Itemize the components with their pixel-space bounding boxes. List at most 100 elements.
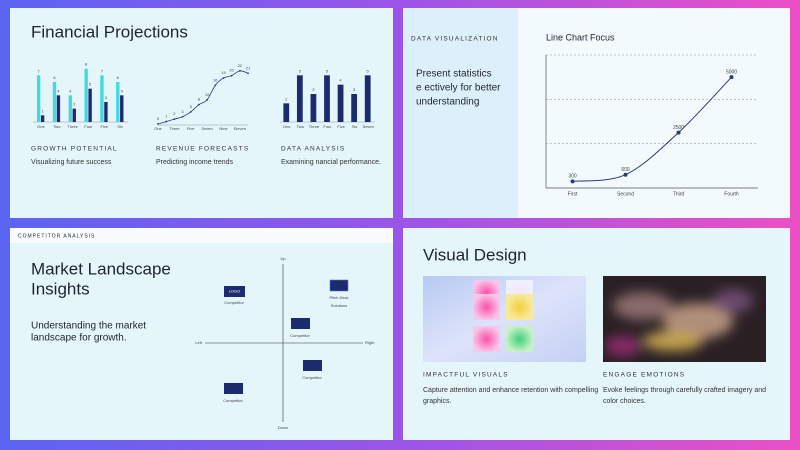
panel-text: Examining nancial performance. <box>281 159 381 166</box>
card-text: color choices. <box>603 398 646 405</box>
bar <box>296 75 303 122</box>
competitor-box <box>291 318 310 329</box>
x-tick-label: Three <box>309 124 320 129</box>
x-tick-label: Four <box>84 124 93 129</box>
slide-title: Market Landscape <box>31 259 171 278</box>
value-label: 20 <box>229 68 234 73</box>
x-tick-label: Four <box>323 124 332 129</box>
side-panel <box>403 8 518 218</box>
card-heading: ENGAGE EMOTIONS <box>603 372 685 379</box>
value-label: 7 <box>101 68 104 73</box>
value-label: 3 <box>312 87 315 92</box>
card-text: Evoke feelings through carefully crafted… <box>603 387 766 394</box>
point <box>222 77 225 79</box>
item-label: Competitor <box>290 333 310 338</box>
value-label: 5 <box>326 68 329 73</box>
point <box>157 123 159 125</box>
image <box>423 276 586 362</box>
value-label: 3 <box>105 95 108 100</box>
x-tick-label: Five <box>100 124 108 129</box>
value-label: 4 <box>57 88 60 93</box>
value-label: 22 <box>238 63 243 68</box>
value-label: 5 <box>190 104 193 109</box>
slide-title: Financial Projections <box>31 22 188 41</box>
x-tick-label: One <box>283 124 291 129</box>
x-tick-label: Nine <box>219 126 228 131</box>
value-label: 6 <box>53 75 56 80</box>
x-tick-label: One <box>154 126 162 131</box>
value-label: 8 <box>198 97 201 102</box>
point <box>198 103 200 106</box>
competitor-box <box>329 279 349 292</box>
card-text: graphics. <box>423 398 451 405</box>
axis-label: Right <box>365 340 375 345</box>
header-bar <box>10 228 393 243</box>
value-label: 6 <box>117 75 120 80</box>
item-label: Competitor <box>302 375 322 380</box>
x-tick-label: Five <box>337 124 345 129</box>
competitor-box <box>303 360 322 371</box>
value-label: 10 <box>205 92 210 97</box>
value-label: 3 <box>353 87 356 92</box>
x-tick-label: Seven <box>363 124 374 129</box>
value-label: 5 <box>367 68 370 73</box>
point <box>189 111 192 113</box>
slide-text: e ectively for better <box>416 83 501 94</box>
point <box>173 118 176 121</box>
tile <box>506 326 533 352</box>
logo-text: LOGO <box>229 289 241 294</box>
value-label: 2 <box>173 111 176 116</box>
bar <box>36 75 41 122</box>
tile <box>473 326 500 352</box>
panel-text: Visualizing future success <box>31 159 112 166</box>
value-label: 2 <box>73 102 76 107</box>
item-label: Competitor <box>223 398 243 403</box>
value-label: 5 <box>299 68 302 73</box>
bar <box>104 102 108 122</box>
x-tick-label: Three <box>169 126 180 131</box>
x-tick-label: Five <box>187 126 195 131</box>
line <box>572 76 732 182</box>
bar <box>364 75 371 122</box>
bar <box>56 95 61 122</box>
bar <box>283 103 290 122</box>
bar <box>120 95 124 122</box>
point <box>247 72 249 75</box>
x-tick-label: Six <box>352 124 358 129</box>
slide-text: landscape for growth. <box>31 333 127 344</box>
value-label: 7 <box>38 68 41 73</box>
x-tick-label: Second <box>617 191 634 197</box>
point <box>676 130 681 135</box>
bar <box>52 82 57 122</box>
x-tick-label: Third <box>673 191 685 197</box>
bar <box>40 115 45 122</box>
image-tiles <box>473 280 533 352</box>
value-label: 8 <box>85 62 88 67</box>
x-tick-label: One <box>37 124 45 129</box>
point <box>570 179 575 184</box>
bar <box>116 82 120 122</box>
item-label: Pitch Deck <box>329 295 348 300</box>
x-tick-label: Eleven <box>234 126 246 131</box>
point <box>165 120 168 123</box>
bar <box>100 75 104 122</box>
value-label: 19 <box>221 70 226 75</box>
x-tick-label: Fourth <box>724 191 739 197</box>
card-text: Capture attention and enhance retention … <box>423 387 598 394</box>
slide <box>10 228 393 440</box>
item-label: Solutions <box>331 303 347 308</box>
bar <box>337 84 344 122</box>
chart-title: Line Chart Focus <box>546 32 615 42</box>
x-tick-label: Two <box>53 124 61 129</box>
panel-heading: DATA ANALYSIS <box>281 146 345 153</box>
point <box>181 115 184 118</box>
value-label: 5 <box>89 82 92 87</box>
point <box>230 74 233 77</box>
card-heading: IMPACTFUL VISUALS <box>423 372 509 379</box>
value-label: 5000 <box>726 69 737 75</box>
x-tick-label: Seven <box>201 126 212 131</box>
blob <box>613 292 673 320</box>
image <box>603 276 766 362</box>
value-label: 1 <box>165 114 168 119</box>
